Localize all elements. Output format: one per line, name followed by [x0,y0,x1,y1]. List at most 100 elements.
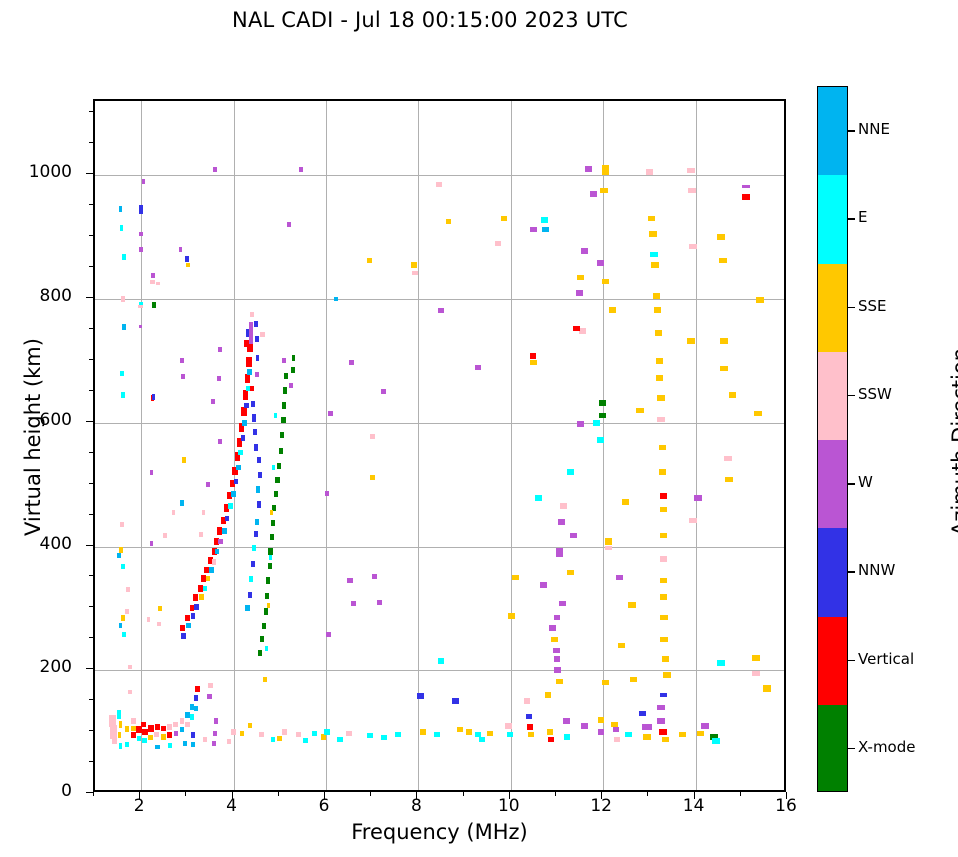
echo-point [242,390,249,400]
echo-point [506,732,513,738]
echo-point [657,395,665,401]
echo-point [119,546,123,553]
echo-point [551,636,559,643]
echo-point [720,365,729,372]
echo-point [119,623,123,629]
azimuth-colorbar[interactable] [817,86,848,792]
echo-point [625,731,632,738]
echo-point [141,178,146,185]
echo-point [689,243,698,250]
echo-point [548,625,556,631]
echo-point [117,553,121,559]
colorbar-segment-sse[interactable] [818,263,847,353]
echo-point [264,592,269,600]
echo-point [252,544,257,551]
echo-point [567,469,575,476]
y-tick-label: 0 [61,781,72,801]
x-tick-mark [231,792,233,799]
echo-point [659,506,667,513]
echo-point [487,730,493,737]
echo-point [163,532,168,538]
echo-point [213,538,219,545]
echo-point [254,518,259,525]
echo-point [687,338,695,344]
colorbar-segment-nne[interactable] [818,87,847,176]
echo-point [546,729,554,735]
colorbar-segment-nnw[interactable] [818,528,847,617]
colorbar-segment-vertical[interactable] [818,616,847,706]
echo-point [131,718,136,724]
y-tick-minor [89,142,93,144]
y-tick-minor [89,513,93,515]
x-tick-label: 16 [775,796,797,816]
echo-point [569,532,577,539]
echo-point [282,358,287,364]
echo-point [142,738,147,744]
echo-point [263,677,267,682]
echo-point [371,573,378,579]
echo-point [544,692,551,698]
y-axis-label: Virtual height (km) [21,338,45,536]
echo-point [259,732,264,738]
echo-point [611,721,619,728]
echo-point [326,631,331,637]
echo-point [210,398,215,404]
echo-point [290,367,295,373]
echo-point [528,731,535,738]
echo-point [597,729,604,735]
echo-point [198,585,203,592]
echo-point [555,678,563,685]
echo-point [291,354,296,361]
colorbar-segment-x-mode[interactable] [818,704,847,791]
y-tick-mark [86,173,93,175]
echo-point [601,679,610,686]
echo-point [125,741,130,748]
colorbar-segment-e[interactable] [818,175,847,264]
echo-point [258,649,263,657]
echo-point [302,738,308,744]
echo-point [581,723,589,729]
echo-point [119,370,124,376]
y-tick-mark [86,668,93,670]
echo-point [523,698,531,704]
echo-point [240,406,247,417]
echo-point [213,718,219,724]
echo-point [529,353,537,359]
echo-point [238,449,243,456]
echo-point [751,655,760,661]
echo-point [189,714,195,721]
y-tick-mark [86,792,93,793]
colorbar-label-nnw: NNW [858,561,896,580]
x-tick-mark [139,792,141,799]
colorbar-segment-ssw[interactable] [818,351,847,441]
echo-point [512,574,519,581]
colorbar-segment-w[interactable] [818,440,847,529]
echo-point [475,364,482,370]
plot-area[interactable] [93,99,786,792]
echo-point [150,469,154,475]
gridline-vertical [233,101,235,790]
echo-point [657,416,665,423]
echo-point [328,410,333,416]
echo-point [597,260,605,266]
echo-point [190,613,196,619]
echo-point [231,729,236,735]
echo-point [648,215,656,222]
x-tick-mark [693,792,695,799]
echo-point [612,726,620,733]
echo-point [180,358,184,364]
echo-point [118,742,123,749]
echo-point [724,476,733,483]
echo-point [659,594,667,601]
x-tick-mark [601,792,603,799]
echo-point [601,278,610,285]
echo-point [131,725,137,732]
x-tick-minor [370,792,372,796]
echo-point [246,357,252,367]
echo-point [659,577,667,584]
echo-point [180,625,186,632]
echo-point [267,563,272,570]
colorbar-label-vertical: Vertical [858,649,915,668]
echo-point [295,731,301,738]
echo-point [763,685,772,693]
